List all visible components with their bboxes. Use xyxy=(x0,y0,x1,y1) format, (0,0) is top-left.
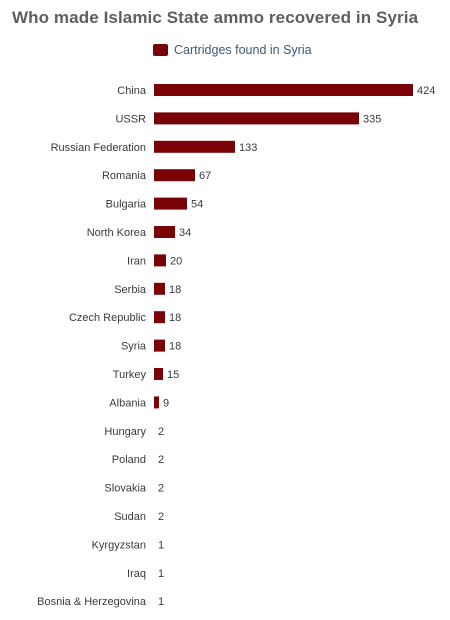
data-label: 2 xyxy=(158,454,164,466)
data-label: 15 xyxy=(167,369,179,381)
bar xyxy=(154,339,165,352)
category-label: Sudan xyxy=(114,511,146,523)
category-label: China xyxy=(117,85,147,97)
bar xyxy=(154,282,165,295)
category-label: Kyrgyzstan xyxy=(92,539,146,551)
category-label: Poland xyxy=(112,454,146,466)
data-label: 335 xyxy=(363,113,381,125)
data-label: 424 xyxy=(417,85,435,97)
category-label: Hungary xyxy=(104,426,146,438)
category-label: Slovakia xyxy=(104,483,146,495)
data-label: 9 xyxy=(163,397,169,409)
bar xyxy=(154,140,235,153)
bar xyxy=(154,254,166,267)
category-label: Turkey xyxy=(113,369,147,381)
bar xyxy=(154,84,413,96)
category-label: Iraq xyxy=(127,568,146,580)
data-label: 2 xyxy=(158,511,164,523)
data-label: 18 xyxy=(169,312,181,324)
category-label: USSR xyxy=(115,113,146,125)
legend-swatch xyxy=(153,44,168,56)
category-label: Bulgaria xyxy=(106,199,147,211)
bar xyxy=(154,169,195,182)
category-label: North Korea xyxy=(87,227,147,239)
data-label: 18 xyxy=(169,341,181,353)
data-label: 1 xyxy=(158,539,164,551)
bar xyxy=(154,112,359,125)
data-label: 133 xyxy=(239,142,257,154)
data-label: 54 xyxy=(191,199,203,211)
chart-title: Who made Islamic State ammo recovered in… xyxy=(12,8,419,27)
bar xyxy=(154,368,163,380)
category-label: Albania xyxy=(109,397,147,409)
bar xyxy=(154,311,165,324)
data-label: 1 xyxy=(158,596,164,608)
category-label: Bosnia & Herzegovina xyxy=(37,596,147,608)
legend-label: Cartridges found in Syria xyxy=(174,43,312,57)
data-label: 18 xyxy=(169,284,181,296)
bar xyxy=(154,197,187,210)
data-label: 20 xyxy=(170,255,182,267)
data-label: 2 xyxy=(158,483,164,495)
category-label: Syria xyxy=(121,341,147,353)
category-label: Iran xyxy=(127,255,146,267)
data-label: 1 xyxy=(158,568,164,580)
category-label: Russian Federation xyxy=(51,142,146,154)
data-label: 67 xyxy=(199,170,211,182)
data-label: 2 xyxy=(158,426,164,438)
category-label: Romania xyxy=(102,170,147,182)
bar xyxy=(154,396,159,409)
legend: Cartridges found in Syria xyxy=(153,43,312,57)
bar xyxy=(154,226,175,238)
category-label: Serbia xyxy=(114,284,147,296)
category-label: Czech Republic xyxy=(69,312,147,324)
data-label: 34 xyxy=(179,227,191,239)
